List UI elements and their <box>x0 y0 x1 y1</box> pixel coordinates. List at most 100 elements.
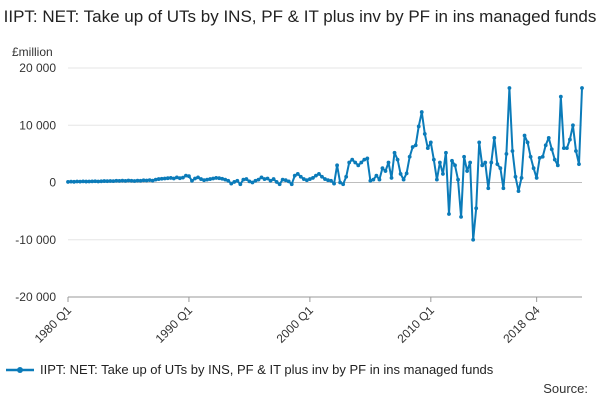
data-point <box>262 177 267 181</box>
data-point <box>571 123 575 128</box>
data-point <box>507 86 512 90</box>
data-point <box>434 177 439 182</box>
data-point <box>404 171 409 176</box>
data-point <box>359 160 364 165</box>
data-point <box>72 179 76 184</box>
data-point <box>577 162 581 167</box>
data-point <box>450 158 454 163</box>
data-point <box>356 163 361 168</box>
data-point <box>199 177 203 181</box>
data-point <box>187 174 191 179</box>
data-point <box>162 176 167 181</box>
data-point <box>144 178 149 183</box>
data-point <box>111 179 116 184</box>
data-point <box>150 178 155 183</box>
data-point <box>543 143 548 148</box>
data-point <box>492 135 497 140</box>
data-point <box>147 178 152 182</box>
data-point <box>174 175 179 180</box>
data-point <box>90 179 95 184</box>
data-point <box>419 110 424 114</box>
data-point <box>283 178 288 183</box>
data-point <box>280 177 285 182</box>
data-point <box>501 186 506 191</box>
data-point <box>141 178 146 183</box>
data-point <box>453 163 457 168</box>
data-point <box>229 181 234 186</box>
y-tick-label: 0 <box>49 176 56 190</box>
data-point <box>304 178 309 183</box>
data-point <box>480 163 485 168</box>
data-point <box>549 147 554 152</box>
data-point <box>253 178 258 183</box>
data-point <box>489 160 494 165</box>
x-tick-label: 2018 Q4 <box>500 303 543 346</box>
data-point <box>483 160 488 165</box>
data-point <box>96 179 101 184</box>
data-point <box>69 179 73 184</box>
data-point <box>386 160 391 165</box>
y-tick-label: -20 000 <box>15 290 56 304</box>
data-point <box>138 178 143 183</box>
data-point <box>307 177 312 181</box>
data-point <box>211 176 216 181</box>
legend: IIPT: NET: Take up of UTs by INS, PF & I… <box>6 362 493 377</box>
data-point <box>214 176 219 180</box>
tick-labels: -20 000 -10 000 0 10 000 20 000 1980 Q1 1990 Q… <box>15 61 543 346</box>
data-point <box>555 163 560 168</box>
data-point <box>465 169 470 173</box>
data-point <box>568 137 572 142</box>
data-point <box>159 176 164 181</box>
data-point <box>504 151 509 156</box>
data-point <box>353 160 358 165</box>
data-point <box>177 176 182 181</box>
data-point <box>208 177 213 181</box>
data-point <box>413 143 418 148</box>
data-point <box>428 140 433 145</box>
data-point <box>546 135 551 140</box>
data-point <box>410 145 415 149</box>
data-point <box>552 157 557 162</box>
data-point <box>392 150 397 155</box>
data-point <box>78 179 82 184</box>
data-point <box>407 154 412 159</box>
data-point <box>534 176 539 180</box>
data-point <box>223 177 228 182</box>
data-point <box>459 214 463 219</box>
data-point <box>447 212 451 216</box>
data-point <box>102 179 107 183</box>
data-point <box>329 178 333 183</box>
data-point <box>298 174 303 179</box>
data-point <box>425 146 430 151</box>
data-point <box>268 178 273 183</box>
data-point <box>341 182 346 187</box>
data-point <box>250 180 255 185</box>
data-point <box>202 178 206 183</box>
data-point <box>561 146 566 151</box>
x-tick-label: 2010 Q1 <box>394 303 437 346</box>
data-point <box>205 177 209 182</box>
data-point <box>171 176 176 181</box>
data-point <box>383 169 388 173</box>
data-point <box>350 157 355 162</box>
data-point <box>153 177 158 182</box>
data-point <box>84 179 89 184</box>
series-layer <box>66 86 584 242</box>
data-point <box>66 180 70 184</box>
data-point <box>444 150 448 155</box>
axes <box>67 296 582 302</box>
data-point <box>401 177 406 182</box>
data-point <box>347 160 352 165</box>
data-point <box>190 178 194 183</box>
data-point <box>498 166 503 171</box>
x-tick-label: 2000 Q1 <box>274 303 317 346</box>
data-point <box>286 179 291 184</box>
y-tick-label: 10 000 <box>19 118 56 132</box>
data-point <box>93 179 98 184</box>
data-point <box>362 157 367 162</box>
data-point <box>87 179 92 184</box>
data-point <box>156 177 161 181</box>
data-point <box>422 131 427 136</box>
data-point <box>513 174 518 179</box>
data-point <box>335 163 339 168</box>
